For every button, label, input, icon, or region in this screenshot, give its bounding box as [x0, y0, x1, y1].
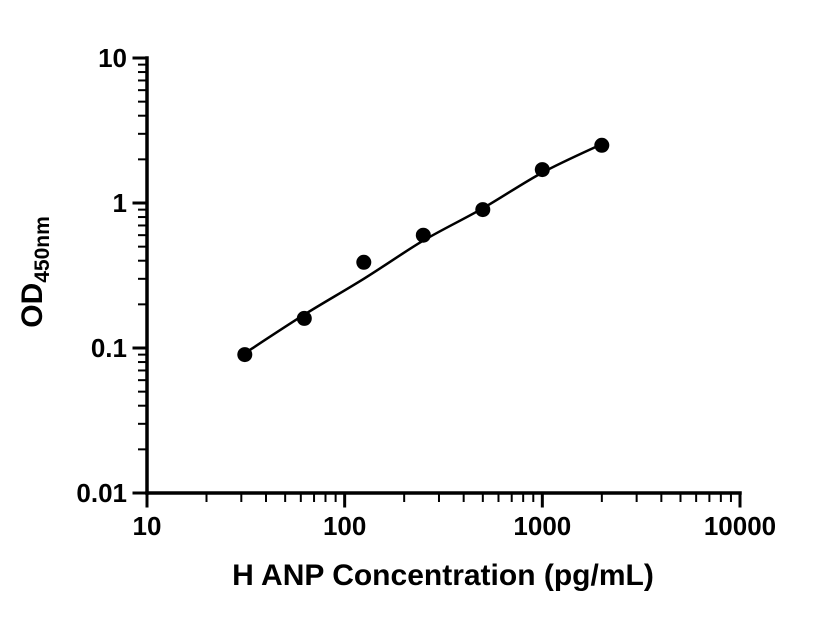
y-axis-title: OD450nm: [16, 216, 54, 328]
y-tick-label: 0.01: [76, 478, 127, 508]
minor-ticks: [138, 63, 732, 502]
axes: [145, 56, 742, 495]
data-point-marker: [534, 162, 550, 178]
x-tick-label: 10: [133, 511, 162, 541]
data-points: [237, 137, 610, 363]
y-tick-label: 0.1: [91, 333, 127, 363]
x-tick-label: 10000: [704, 511, 776, 541]
y-tick-label: 10: [98, 43, 127, 73]
y-axis-tick-labels: 0.01 0.1 1 10: [76, 43, 127, 508]
x-tick-label: 1000: [513, 511, 571, 541]
y-axis-title-subscript: 450nm: [31, 216, 54, 283]
major-ticks: [132, 56, 742, 508]
data-point-marker: [356, 254, 372, 270]
data-point-marker: [594, 137, 610, 153]
data-point-marker: [415, 227, 431, 243]
data-point-marker: [475, 202, 491, 218]
y-tick-label: 1: [113, 188, 127, 218]
x-axis-title: H ANP Concentration (pg/mL): [232, 559, 654, 592]
y-axis-title-main: OD: [16, 283, 49, 328]
data-point-marker: [237, 347, 253, 363]
x-tick-label: 100: [323, 511, 366, 541]
x-axis-tick-labels: 10 100 1000 10000: [133, 511, 777, 541]
data-point-marker: [296, 310, 312, 326]
